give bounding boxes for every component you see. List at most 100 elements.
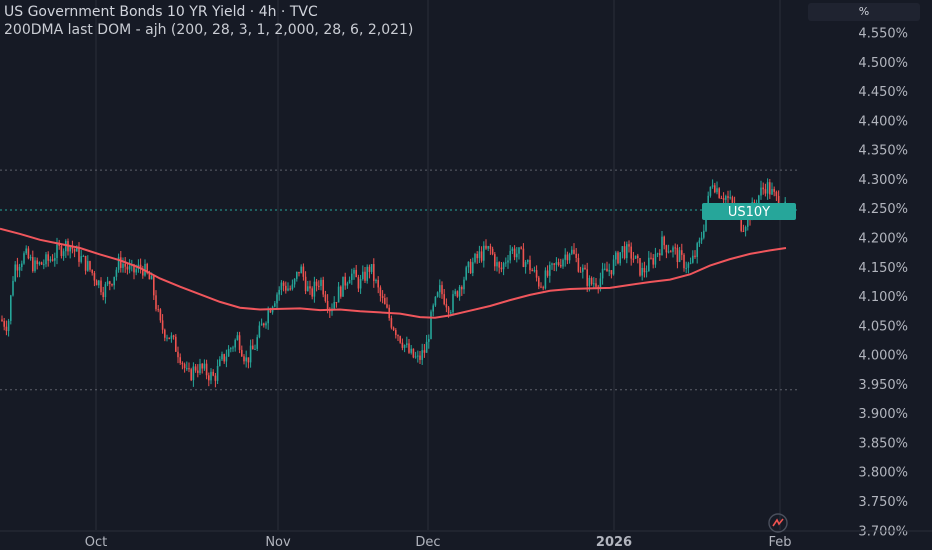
candle-body	[49, 259, 52, 261]
candle-body	[617, 252, 619, 264]
candle-body	[513, 248, 516, 258]
candle-body	[551, 263, 553, 265]
candle-body	[447, 307, 450, 314]
candle-body	[606, 268, 608, 272]
candle-body	[126, 266, 129, 270]
candle-body	[670, 251, 672, 253]
candle-body	[111, 283, 113, 286]
candle-body	[216, 365, 219, 381]
candle-body	[93, 273, 96, 281]
candle-body	[667, 251, 670, 253]
candle-body	[346, 283, 349, 286]
candle-body	[212, 371, 214, 376]
candle-body	[120, 257, 122, 268]
candle-body	[619, 252, 621, 264]
candle-body	[181, 362, 184, 365]
candle-body	[95, 280, 98, 286]
ma-200-line	[0, 227, 787, 319]
candle-body	[608, 270, 610, 272]
candle-body	[362, 271, 364, 280]
candle-body	[716, 188, 718, 193]
x-tick-label: 2026	[596, 535, 632, 550]
candle-body	[586, 269, 588, 286]
candle-body	[5, 326, 8, 332]
candle-body	[313, 281, 316, 297]
tradingview-logo-icon[interactable]	[768, 513, 788, 533]
candle-body	[340, 286, 342, 297]
scale-unit-button[interactable]: %	[808, 3, 920, 21]
candle-body	[478, 251, 481, 259]
candle-body	[241, 349, 243, 357]
candle-body	[419, 355, 421, 360]
candle-body	[527, 259, 529, 263]
candle-body	[689, 262, 692, 264]
candle-body	[73, 249, 76, 252]
x-axis[interactable]: Oct Nov Dec 2026 Feb	[0, 530, 932, 550]
y-tick-label: 4.000%	[858, 349, 908, 364]
candle-body	[571, 249, 573, 254]
y-tick-label: 4.450%	[858, 85, 908, 100]
candle-body	[685, 267, 687, 269]
candle-body	[335, 302, 338, 304]
candle-body	[610, 270, 613, 275]
candle-body	[476, 253, 478, 259]
y-axis[interactable]: 4.550% 4.500% 4.450% 4.400% 4.350% 4.300% 4.25…	[798, 0, 932, 550]
candle-body	[377, 280, 379, 288]
candle-body	[463, 279, 465, 290]
candle-body	[203, 363, 206, 369]
candle-body	[289, 288, 291, 290]
candle-body	[265, 323, 267, 326]
candle-body	[278, 289, 280, 295]
candle-body	[267, 310, 269, 324]
candle-body	[291, 284, 294, 290]
candle-body	[507, 260, 509, 263]
candle-body	[100, 280, 102, 293]
candle-body	[274, 303, 276, 307]
candle-body	[769, 182, 771, 195]
candle-body	[564, 254, 566, 260]
candle-body	[183, 364, 186, 369]
candle-body	[709, 186, 712, 196]
candle-body	[474, 253, 476, 263]
candle-body	[311, 288, 313, 297]
candle-body	[348, 279, 351, 284]
candle-body	[573, 249, 575, 254]
candle-body	[500, 267, 503, 270]
chart-title: US Government Bonds 10 YR Yield · 4h · T…	[4, 4, 318, 20]
candle-body	[205, 363, 208, 376]
candle-body	[401, 342, 404, 348]
y-tick-label: 3.800%	[858, 466, 908, 481]
candle-body	[12, 280, 14, 296]
candle-body	[153, 276, 155, 296]
candle-body	[175, 336, 177, 352]
candle-body	[197, 370, 199, 373]
candle-body	[307, 286, 309, 292]
candle-body	[718, 188, 720, 198]
candle-body	[531, 270, 533, 272]
candle-body	[410, 348, 412, 353]
y-tick-label: 4.200%	[858, 231, 908, 246]
candle-body	[612, 259, 615, 275]
candle-body	[672, 247, 674, 252]
candle-body	[3, 321, 5, 327]
candle-body	[227, 348, 230, 357]
candle-body	[491, 248, 494, 255]
candle-body	[758, 195, 760, 205]
candle-body	[414, 356, 417, 358]
indicator-legend[interactable]: 200DMA last DOM - ajh (200, 28, 3, 1, 2,…	[4, 22, 414, 38]
candle-body	[456, 291, 459, 297]
candle-body	[245, 357, 247, 362]
candle-body	[62, 251, 65, 256]
candle-body	[357, 277, 360, 289]
candle-body	[280, 282, 283, 290]
candle-body	[161, 320, 164, 330]
candle-body	[315, 281, 318, 286]
candle-body	[300, 266, 302, 274]
candle-body	[461, 286, 463, 290]
candle-body	[555, 262, 558, 265]
candle-body	[177, 351, 179, 358]
candle-body	[150, 276, 153, 280]
y-tick-label: 4.250%	[858, 202, 908, 217]
y-tick-label: 4.400%	[858, 114, 908, 129]
